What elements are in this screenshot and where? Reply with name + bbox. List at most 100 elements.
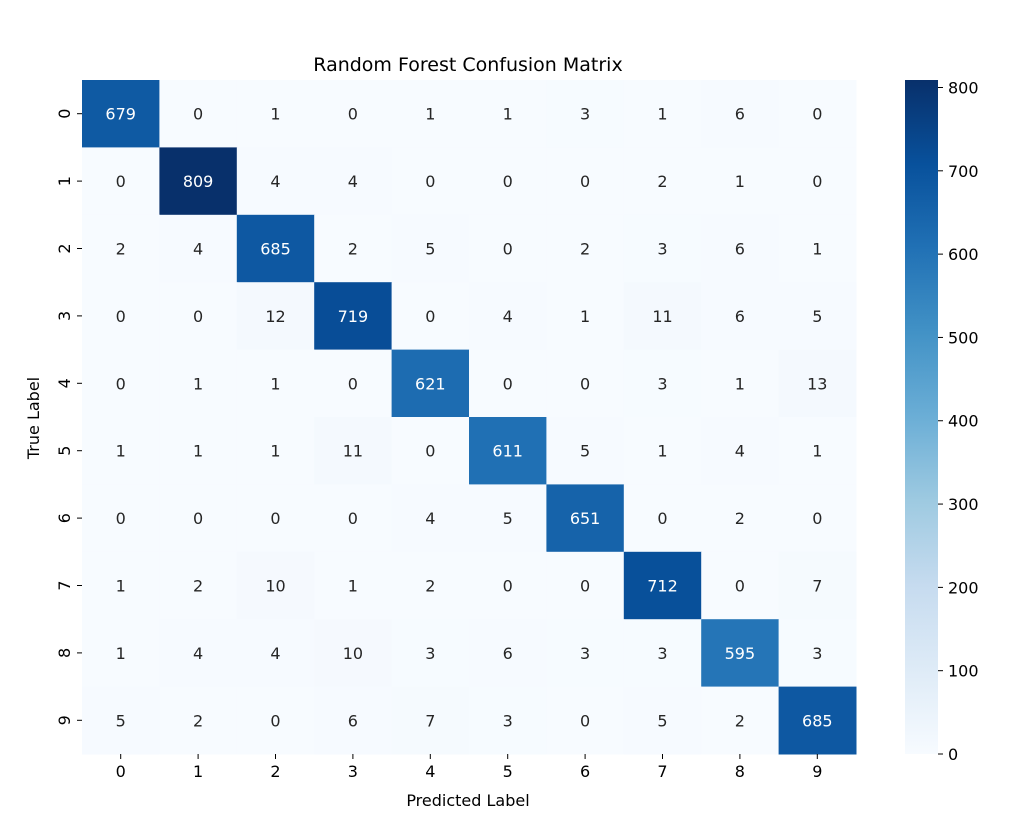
cell-value-label: 2 bbox=[116, 240, 126, 259]
heatmap-cell bbox=[236, 417, 315, 485]
heatmap-cell bbox=[314, 282, 393, 351]
y-axis: 0 1 2 3 4 5 6 7 8 9 bbox=[55, 109, 82, 725]
cell-value-label: 10 bbox=[265, 577, 285, 596]
heatmap-cell bbox=[159, 214, 238, 283]
heatmap-cell bbox=[469, 147, 547, 216]
heatmap-cell bbox=[314, 349, 393, 418]
cell-value-label: 11 bbox=[343, 442, 363, 461]
heatmap-cell bbox=[546, 484, 625, 553]
heatmap-cell bbox=[159, 551, 238, 620]
cell-value-label: 4 bbox=[735, 442, 745, 461]
cell-value-label: 6 bbox=[348, 711, 358, 730]
x-tick-label: 7 bbox=[657, 762, 667, 781]
cell-value-label: 2 bbox=[193, 711, 203, 730]
x-tick-label: 3 bbox=[348, 762, 358, 781]
cell-value-label: 719 bbox=[338, 307, 369, 326]
cell-value-label: 1 bbox=[425, 105, 435, 124]
cell-value-label: 3 bbox=[657, 644, 667, 663]
heatmap-cell bbox=[236, 349, 315, 418]
cell-value-label: 3 bbox=[580, 644, 590, 663]
cell-value-label: 11 bbox=[652, 307, 672, 326]
cell-value-label: 0 bbox=[580, 711, 590, 730]
heatmap-cell bbox=[391, 349, 470, 418]
heatmap-cell bbox=[623, 282, 702, 351]
cell-value-label: 0 bbox=[503, 577, 513, 596]
cell-value-label: 3 bbox=[657, 240, 667, 259]
heatmap-cell bbox=[314, 417, 393, 485]
cell-value-label: 0 bbox=[193, 509, 203, 528]
cell-value-label: 1 bbox=[193, 442, 203, 461]
heatmap-cell bbox=[82, 214, 160, 283]
colorbar-tick-label: 700 bbox=[948, 162, 979, 181]
cell-value-label: 1 bbox=[116, 644, 126, 663]
cell-value-label: 13 bbox=[807, 374, 827, 393]
heatmap-cell bbox=[623, 80, 702, 148]
cell-value-label: 2 bbox=[193, 577, 203, 596]
heatmap-cell bbox=[159, 619, 238, 688]
chart-title: Random Forest Confusion Matrix bbox=[313, 54, 622, 76]
heatmap-cell bbox=[778, 686, 857, 755]
heatmap-cell bbox=[469, 619, 547, 688]
heatmap-cell bbox=[469, 686, 547, 755]
cell-value-label: 6 bbox=[735, 307, 745, 326]
colorbar-tick-label: 300 bbox=[948, 495, 979, 514]
cell-value-label: 621 bbox=[415, 374, 446, 393]
x-tick-label: 5 bbox=[503, 762, 513, 781]
heatmap-cell bbox=[469, 214, 547, 283]
cell-value-label: 0 bbox=[503, 240, 513, 259]
y-tick-label: 3 bbox=[55, 311, 74, 321]
y-tick-label: 9 bbox=[55, 715, 74, 725]
heatmap-cell bbox=[159, 417, 238, 485]
cell-value-label: 1 bbox=[270, 105, 280, 124]
y-tick-label: 6 bbox=[55, 513, 74, 523]
cell-value-label: 12 bbox=[265, 307, 285, 326]
heatmap-cell bbox=[546, 551, 625, 620]
cell-value-label: 4 bbox=[270, 644, 280, 663]
cell-value-label: 5 bbox=[425, 240, 435, 259]
cell-value-label: 651 bbox=[570, 509, 601, 528]
heatmap-cell bbox=[701, 349, 780, 418]
heatmap-cell bbox=[82, 551, 160, 620]
cell-value-label: 0 bbox=[580, 374, 590, 393]
x-axis-label: Predicted Label bbox=[406, 791, 529, 810]
heatmap-cell bbox=[623, 147, 702, 216]
cell-value-label: 2 bbox=[348, 240, 358, 259]
heatmap-cell bbox=[469, 484, 547, 553]
heatmap-cell bbox=[623, 417, 702, 485]
heatmap-cell bbox=[778, 417, 857, 485]
heatmap-cell bbox=[469, 551, 547, 620]
cell-value-label: 611 bbox=[492, 442, 523, 461]
heatmap-cell bbox=[778, 619, 857, 688]
colorbar-tick-label: 200 bbox=[948, 578, 979, 597]
x-tick-label: 9 bbox=[812, 762, 822, 781]
cell-value-label: 685 bbox=[802, 711, 833, 730]
heatmap-cell bbox=[546, 214, 625, 283]
cell-value-label: 4 bbox=[270, 172, 280, 191]
heatmap-cell bbox=[82, 282, 160, 351]
heatmap-cell bbox=[546, 80, 625, 148]
cell-value-label: 1 bbox=[270, 374, 280, 393]
cell-value-label: 0 bbox=[580, 577, 590, 596]
y-tick-label: 4 bbox=[55, 378, 74, 388]
cell-value-label: 2 bbox=[657, 172, 667, 191]
heatmap-cell bbox=[546, 619, 625, 688]
cell-value-label: 6 bbox=[735, 240, 745, 259]
cell-value-label: 1 bbox=[735, 374, 745, 393]
heatmap-cell bbox=[623, 686, 702, 755]
cell-value-label: 0 bbox=[270, 509, 280, 528]
heatmap-cell bbox=[701, 147, 780, 216]
cell-value-label: 0 bbox=[812, 105, 822, 124]
cell-value-label: 0 bbox=[425, 307, 435, 326]
heatmap-cell bbox=[391, 417, 470, 485]
cell-value-label: 3 bbox=[657, 374, 667, 393]
colorbar-tick-label: 600 bbox=[948, 245, 979, 264]
cell-value-label: 5 bbox=[657, 711, 667, 730]
heatmap-cell bbox=[701, 484, 780, 553]
heatmap-cell bbox=[778, 282, 857, 351]
cell-value-label: 2 bbox=[580, 240, 590, 259]
cell-value-label: 3 bbox=[425, 644, 435, 663]
cell-value-label: 1 bbox=[580, 307, 590, 326]
cell-value-label: 2 bbox=[425, 577, 435, 596]
heatmap-cell bbox=[82, 80, 160, 148]
cell-value-label: 6 bbox=[503, 644, 513, 663]
